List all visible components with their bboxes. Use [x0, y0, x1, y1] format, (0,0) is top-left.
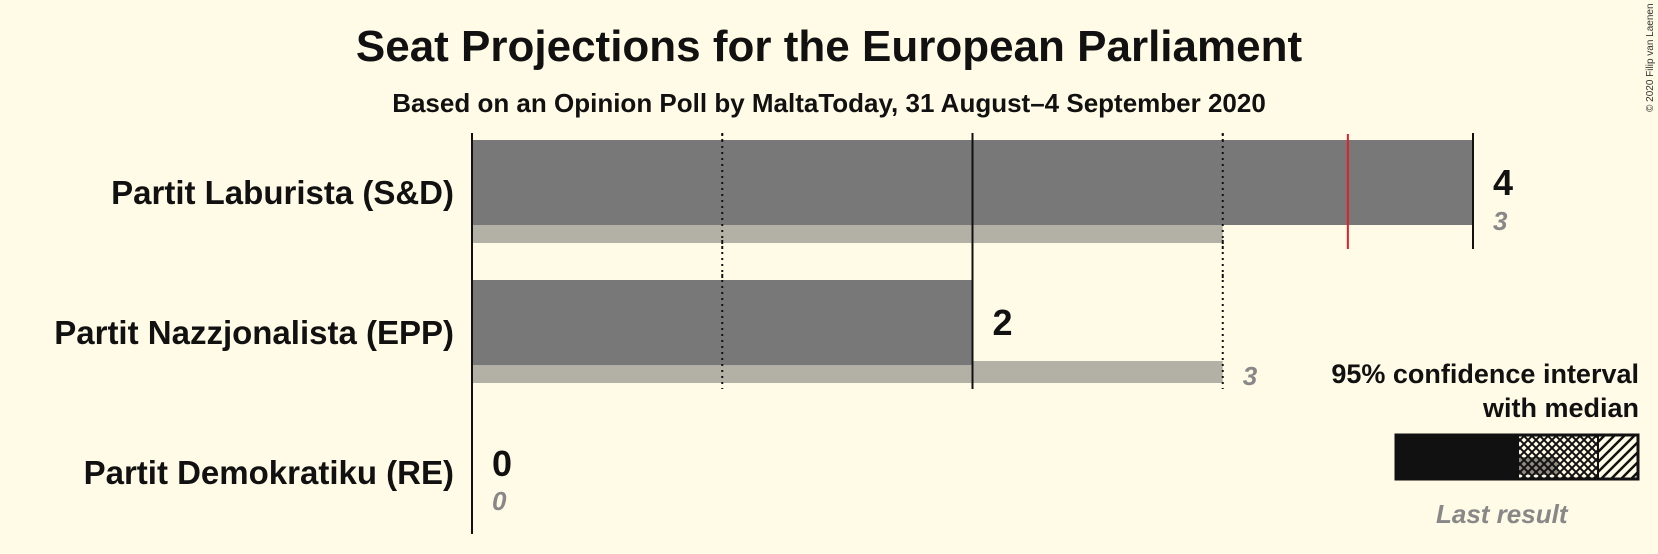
last-result-value-label: 3 [1242, 361, 1258, 391]
legend-last-result-label: Last result [1436, 499, 1568, 529]
last-result-value-label: 3 [1493, 206, 1508, 236]
median-value-label: 2 [992, 302, 1013, 343]
legend-ci-outer-swatch [1597, 434, 1639, 480]
last-result-bar [472, 361, 1223, 383]
legend-title-line2: with median [1482, 393, 1639, 423]
party-label: Partit Demokratiku (RE) [83, 454, 454, 491]
median-value-label: 4 [1493, 162, 1514, 203]
legend-median-swatch [1396, 435, 1518, 479]
last-result-bar [472, 221, 1223, 243]
legend-title-line1: 95% confidence interval [1331, 359, 1639, 389]
legend-frame [1394, 433, 1640, 481]
legend-ci-inner-swatch [1517, 434, 1599, 480]
median-value-label: 0 [492, 443, 513, 484]
party-label: Partit Laburista (S&D) [111, 174, 454, 211]
chart-title: Seat Projections for the European Parlia… [355, 22, 1303, 71]
legend-title: 95% confidence interval with median [1331, 357, 1639, 425]
last-result-value-label: 0 [492, 486, 507, 516]
party-label: Partit Nazzjonalista (EPP) [54, 314, 454, 351]
chart-subtitle: Based on an Opinion Poll by MaltaToday, … [392, 88, 1266, 118]
